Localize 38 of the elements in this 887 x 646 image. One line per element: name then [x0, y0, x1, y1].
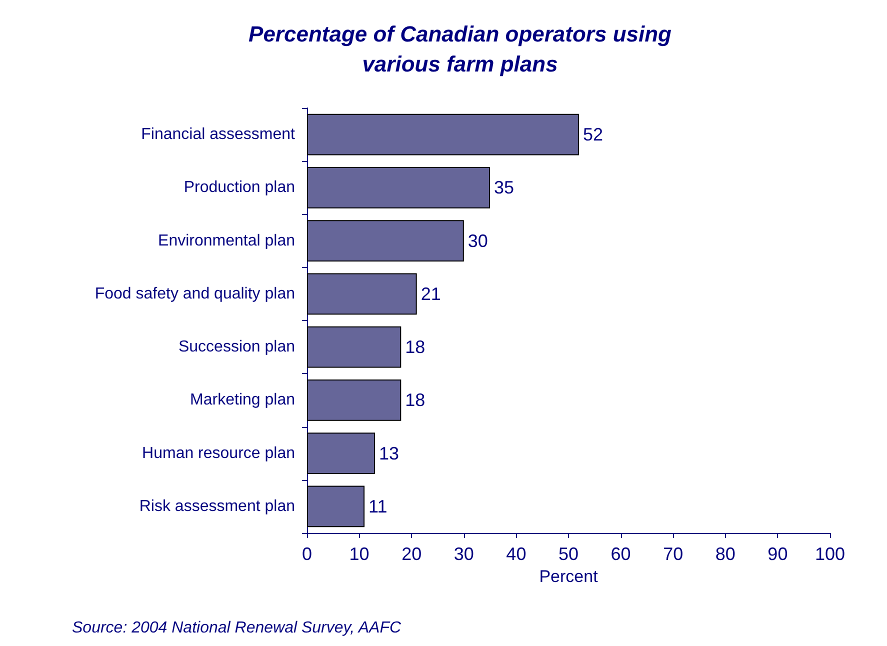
x-tick-label: 0 [302, 544, 312, 564]
chart-title: Percentage of Canadian operators using various farm plans [248, 22, 672, 76]
y-tick-label: Succession plan [178, 338, 295, 356]
bar [307, 326, 402, 368]
x-tick-label: 50 [558, 544, 579, 564]
y-tick-label: Food safety and quality plan [94, 285, 295, 302]
data-label: 18 [405, 337, 426, 358]
x-tick-label: 40 [506, 544, 526, 564]
x-tick-label: 20 [402, 544, 422, 564]
data-label: 21 [420, 284, 441, 304]
y-tick-label: Risk assessment plan [139, 498, 295, 515]
bar [307, 166, 490, 208]
x-tick-label: 100 [814, 544, 846, 564]
data-label: 11 [368, 496, 388, 516]
data-label: 18 [405, 390, 426, 410]
x-tick-label: 30 [454, 544, 474, 564]
x-tick-label: 80 [715, 544, 736, 564]
y-tick-label: Environmental plan [158, 232, 295, 250]
bar [307, 273, 417, 315]
x-axis-title: Percent [539, 566, 598, 586]
x-tick-label: 70 [663, 544, 684, 564]
bar [307, 432, 375, 474]
x-tick-label: 60 [610, 544, 631, 564]
x-tick-label: 10 [349, 544, 370, 564]
y-tick-label: Marketing plan [190, 392, 295, 409]
y-tick-label: Production plan [184, 179, 295, 196]
source-note: Source: 2004 National Renewal Survey, AAFC [72, 620, 402, 636]
bar [307, 220, 464, 262]
data-label: 13 [378, 443, 400, 464]
data-label: 30 [468, 230, 488, 251]
data-label: 35 [494, 178, 514, 198]
bar [307, 114, 579, 156]
bar [307, 486, 365, 528]
y-tick-label: Financial assessment [141, 126, 296, 144]
x-tick-label: 90 [768, 544, 788, 564]
y-tick-label: Human resource plan [142, 444, 295, 462]
bar [307, 379, 402, 421]
data-label: 52 [582, 124, 603, 145]
